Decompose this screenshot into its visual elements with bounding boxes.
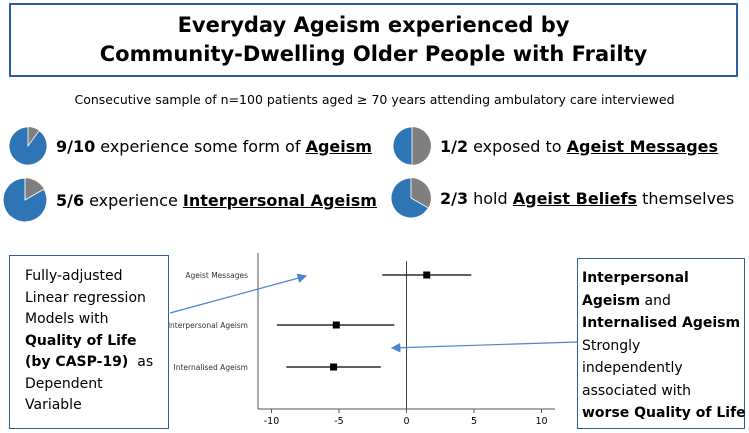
text-line-bold: Interpersonal [582,270,689,286]
x-tick-label: -5 [334,416,343,427]
pie-chart-icon [392,126,431,166]
stat-text: exposed to [473,136,562,156]
text-line-bold: worse Quality of Life [582,405,746,421]
x-tick-label: 10 [535,416,547,427]
text-line: independently [582,360,683,376]
stat-ageist-beliefs: 2/3 hold Ageist Beliefs themselves [390,177,734,219]
stat-interpersonal-ageism: 5/6 experience Interpersonal Ageism [2,177,377,223]
arrow-to-chart-right [390,341,578,353]
pie-chart-icon [8,126,48,166]
title-line-1: Everyday Ageism experienced by [177,13,570,37]
stat-key-term: Ageism [305,136,372,156]
title-box: Everyday Ageism experienced by Community… [9,3,738,77]
stat-fraction: 1/2 [440,136,469,156]
category-label: Interpersonal Ageism [168,321,248,330]
point-estimate [332,321,340,329]
stat-text: experience some form of [100,136,301,156]
point-estimate [330,363,338,371]
pie-slice-main [390,177,429,219]
x-tick-label: 5 [471,416,477,427]
text-line: Strongly [582,337,641,354]
text-line: Variable [25,397,82,413]
stat-fraction: 5/6 [56,190,85,210]
text-line: as [137,354,154,370]
stat-ageism: 9/10 experience some form of Ageism [8,126,372,166]
text-line: Linear regression [25,289,146,306]
pie-slice-main [392,126,413,166]
category-label: Ageist Messages [185,271,248,280]
text-line: Fully-adjusted [25,268,123,284]
text-line-bold: Quality of Life [25,332,137,349]
text-line: and [644,292,671,309]
stat-ageist-messages: 1/2 exposed to Ageist Messages [392,126,718,166]
category-label: Internalised Ageism [174,363,248,372]
title-line-2: Community-Dwelling Older People with Fra… [99,42,648,66]
sample-description: Consecutive sample of n=100 patients age… [74,92,675,107]
conclusion-box: Interpersonal Ageism and Internalised Ag… [577,258,746,429]
forest-plot: -10 -5 0 5 10 Ageist Messages Interpersonal Ag… [168,253,555,427]
x-tick-label: -10 [264,416,280,427]
stat-text-suffix: themselves [642,188,735,208]
text-line-bold: Internalised Ageism [582,315,741,331]
text-line: Models with [25,311,109,327]
stat-key-term: Ageist Beliefs [512,188,637,208]
text-line: associated with [582,382,692,399]
pie-slice-main [8,126,48,166]
pie-chart-icon [390,177,431,219]
text-line-bold: Ageism [582,292,641,309]
stat-fraction: 2/3 [440,188,469,208]
pie-chart-icon [2,177,48,223]
x-tick-label: 0 [403,416,409,427]
arrow-to-chart-left [169,273,308,314]
text-line: Dependent [25,375,103,392]
point-estimate [423,271,431,279]
stat-fraction: 9/10 [56,136,96,156]
stat-text: experience [89,190,178,210]
model-description-box: Fully-adjusted Linear regression Models … [9,255,169,429]
stat-key-term: Ageist Messages [566,136,719,156]
stat-text: hold [473,188,508,208]
text-line-bold: (by CASP-19) [25,354,129,370]
pie-slice-main [2,177,48,223]
stat-key-term: Interpersonal Ageism [182,190,377,210]
